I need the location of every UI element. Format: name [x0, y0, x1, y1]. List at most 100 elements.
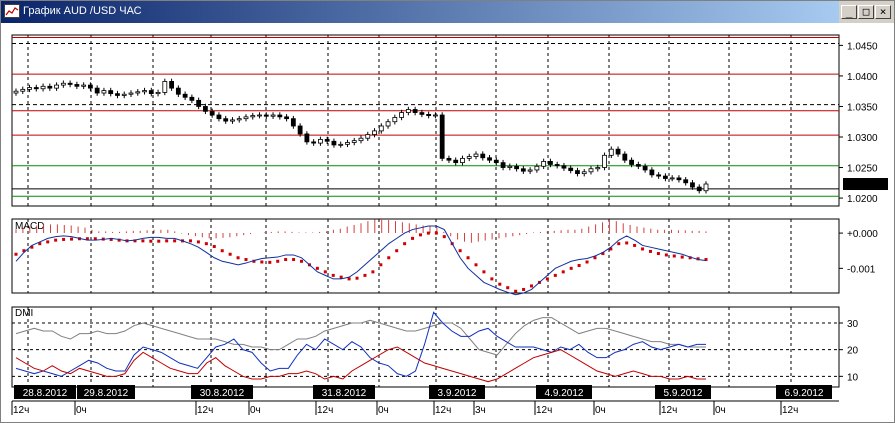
- macd-signal-dot: [585, 260, 589, 264]
- macd-signal-dot: [188, 239, 192, 243]
- candle-body: [575, 170, 580, 175]
- candle-body: [358, 137, 364, 142]
- candle-body: [54, 84, 59, 89]
- time-tick-label: 0ч: [715, 405, 726, 416]
- macd-signal-dot: [14, 252, 18, 256]
- dmi-panel[interactable]: [11, 306, 840, 388]
- macd-signal-dot: [220, 249, 224, 253]
- macd-signal-dot: [355, 276, 359, 280]
- macd-panel-title: MACD: [15, 221, 44, 232]
- candle-body: [290, 118, 296, 127]
- candle-body: [67, 82, 73, 85]
- candle-body: [514, 165, 519, 170]
- macd-signal-dot: [300, 259, 304, 263]
- macd-signal-dot: [85, 237, 89, 241]
- title-bar[interactable]: График AUD /USD ЧАС _ □ ×: [1, 1, 891, 23]
- candle-body: [453, 159, 459, 164]
- macd-signal-dot: [617, 242, 621, 246]
- candle-body: [304, 133, 310, 143]
- candle-body: [385, 121, 391, 127]
- maximize-button[interactable]: □: [858, 5, 874, 19]
- candle-body: [541, 161, 547, 167]
- macd-signal-dot: [196, 240, 200, 244]
- macd-signal-dot: [545, 277, 549, 281]
- macd-signal-dot: [133, 239, 137, 243]
- candle-body: [419, 112, 425, 115]
- candle-body: [548, 161, 553, 165]
- macd-panel[interactable]: [11, 218, 840, 294]
- macd-signal-dot: [569, 266, 573, 270]
- macd-signal-dot: [466, 256, 470, 260]
- candle-body: [243, 116, 249, 120]
- chart-app-icon: [4, 4, 20, 18]
- macd-signal-dot: [268, 260, 272, 264]
- chart-area[interactable]: 1.0450 1.0400 1.0350 1.0300 1.0250 1.0200 1.02…: [1, 23, 894, 422]
- macd-signal-dot: [38, 242, 42, 246]
- date-marker-box: [655, 385, 711, 399]
- candle-body: [74, 84, 80, 87]
- macd-signal-dot: [363, 273, 367, 277]
- macd-signal-dot: [688, 256, 692, 260]
- time-tick-label: 12ч: [536, 405, 552, 416]
- candle-body: [257, 114, 262, 117]
- macd-signal-dot: [641, 247, 645, 251]
- candle-body: [602, 154, 607, 168]
- candle-body: [595, 167, 601, 170]
- candle-body: [169, 81, 174, 89]
- macd-signal-dot: [577, 264, 581, 268]
- candle-body: [487, 157, 492, 161]
- candle-body: [40, 85, 46, 90]
- minimize-button[interactable]: _: [841, 5, 857, 19]
- macd-signal-dot: [656, 252, 660, 256]
- price-tick-label: 1.0300: [847, 133, 878, 144]
- macd-signal-dot: [284, 258, 288, 262]
- macd-line: [15, 225, 707, 296]
- candle-body: [297, 125, 303, 135]
- macd-signal-dot: [347, 277, 351, 281]
- dmi-tick-label: 30: [847, 319, 859, 330]
- macd-signal-dot: [117, 238, 121, 242]
- dmi-panel-title: DMI: [15, 308, 33, 319]
- time-tick-label: 12ч: [197, 405, 213, 416]
- macd-tick-label: -0.001: [847, 264, 876, 275]
- candle-body: [507, 165, 513, 168]
- macd-signal-dot: [212, 244, 216, 248]
- price-panel[interactable]: [11, 34, 840, 207]
- candle-body: [94, 87, 100, 94]
- candle-body: [656, 174, 662, 177]
- candle-body: [561, 165, 567, 169]
- close-button[interactable]: ×: [875, 5, 891, 19]
- macd-signal-dot: [173, 239, 177, 243]
- candle-body: [635, 164, 641, 167]
- candle-body: [338, 143, 344, 146]
- candle-body: [324, 139, 330, 142]
- candle-body: [433, 114, 438, 117]
- date-marker-box: [14, 385, 76, 399]
- macd-signal-dot: [46, 240, 50, 244]
- price-tick-label: 1.0400: [847, 72, 878, 83]
- candle-body: [608, 148, 614, 156]
- candle-body: [277, 114, 283, 118]
- current-price-box: [843, 178, 888, 191]
- macd-signal-dot: [609, 247, 613, 251]
- macd-signal-dot: [228, 252, 232, 256]
- candle-body: [182, 93, 188, 98]
- chart-canvas[interactable]: 1.0450 1.0400 1.0350 1.0300 1.0250 1.0200 1.02…: [1, 23, 894, 422]
- candle-body: [649, 169, 655, 176]
- candle-body: [405, 109, 411, 113]
- candle-body: [615, 148, 621, 155]
- candle-body: [696, 186, 702, 192]
- candle-body: [676, 177, 682, 181]
- candle-body: [13, 90, 19, 94]
- macd-signal-dot: [633, 243, 637, 247]
- dmi-adx-line: [15, 317, 706, 356]
- macd-signal-dot: [680, 255, 684, 259]
- candle-body: [250, 115, 256, 118]
- macd-signal-dot: [165, 239, 169, 243]
- time-tick-label: 0ч: [76, 405, 87, 416]
- date-marker-label: 29.8.2012: [84, 388, 129, 399]
- time-tick-label: 3ч: [475, 405, 486, 416]
- macd-signal-dot: [276, 259, 280, 263]
- macd-signal-dot: [704, 258, 708, 262]
- price-tick-label: 1.0350: [847, 102, 878, 113]
